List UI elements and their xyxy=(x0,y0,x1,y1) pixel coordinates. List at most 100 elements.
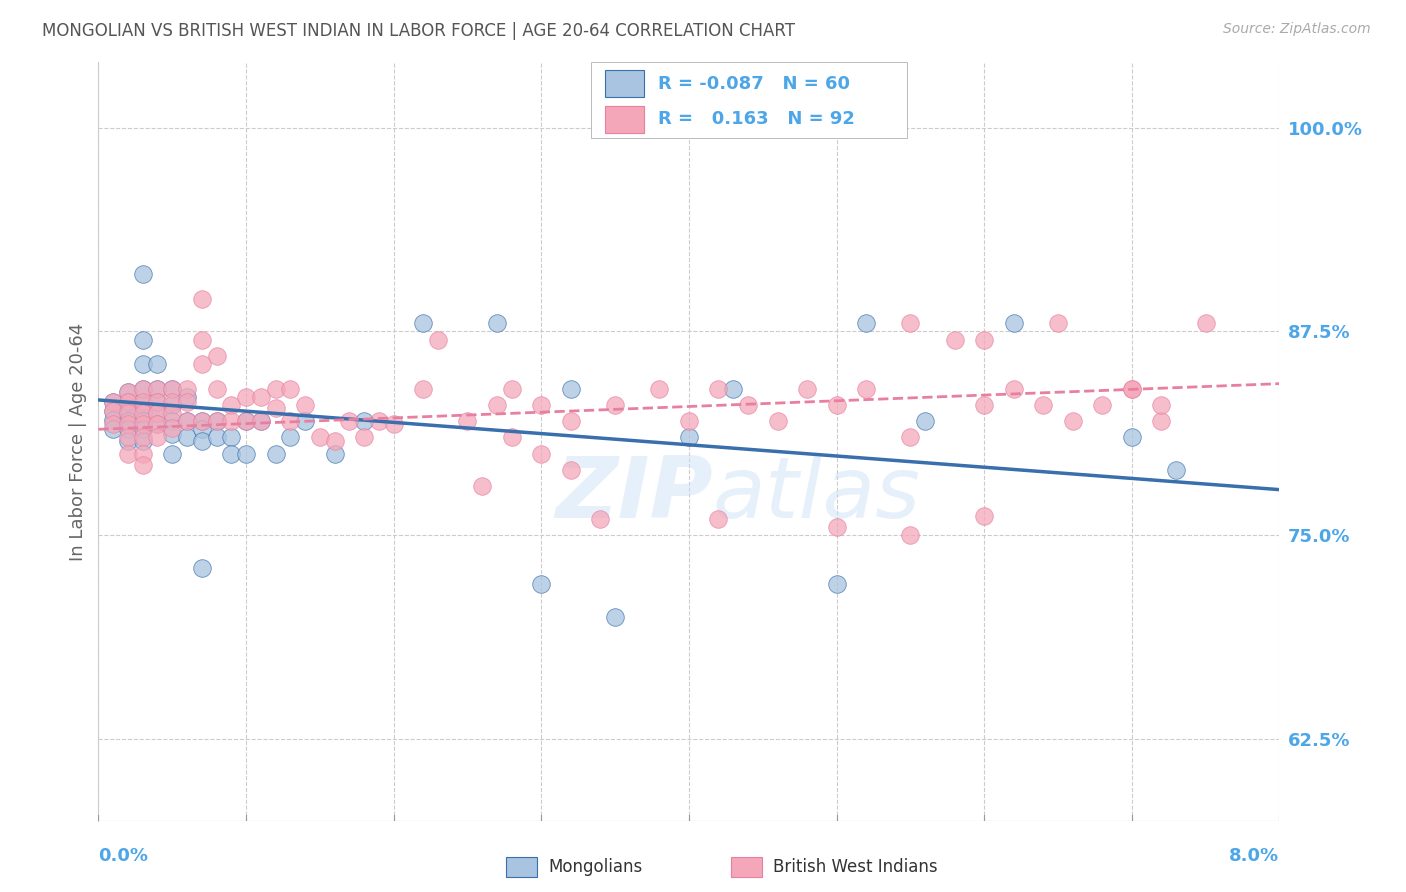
Point xyxy=(1002,316,1025,330)
Point xyxy=(162,394,183,409)
Point xyxy=(427,333,450,347)
Point xyxy=(825,398,848,412)
Point xyxy=(900,430,922,444)
Point xyxy=(191,422,214,436)
Point xyxy=(221,414,243,428)
Point xyxy=(132,430,155,444)
Point xyxy=(103,412,125,426)
Point xyxy=(235,390,257,404)
Point xyxy=(191,357,214,371)
Point xyxy=(825,520,848,534)
Point xyxy=(176,390,198,404)
Point xyxy=(205,382,228,396)
Text: ZIP: ZIP xyxy=(555,453,713,536)
Point xyxy=(132,414,155,428)
Point xyxy=(678,414,700,428)
Point xyxy=(1046,316,1070,330)
Point xyxy=(235,414,257,428)
Point xyxy=(309,430,332,444)
Point xyxy=(294,398,316,412)
Point xyxy=(146,406,169,420)
Point xyxy=(221,398,243,412)
Point xyxy=(176,414,198,428)
Point xyxy=(117,417,139,432)
Point xyxy=(132,417,155,432)
Point xyxy=(191,292,214,306)
Point xyxy=(146,430,169,444)
Point xyxy=(339,414,361,428)
Point xyxy=(205,349,228,363)
Point xyxy=(162,382,183,396)
Point xyxy=(294,414,316,428)
Point xyxy=(1166,463,1188,477)
Point xyxy=(103,394,125,409)
Point xyxy=(146,417,169,432)
Text: 0.0%: 0.0% xyxy=(98,847,149,865)
Point xyxy=(132,406,155,420)
Point xyxy=(589,512,612,526)
Point xyxy=(530,398,553,412)
Point xyxy=(471,479,494,493)
Text: MONGOLIAN VS BRITISH WEST INDIAN IN LABOR FORCE | AGE 20-64 CORRELATION CHART: MONGOLIAN VS BRITISH WEST INDIAN IN LABO… xyxy=(42,22,796,40)
Point xyxy=(368,414,391,428)
Point xyxy=(117,430,139,444)
Point xyxy=(973,333,995,347)
Point xyxy=(264,382,287,396)
Point xyxy=(205,414,228,428)
Point xyxy=(162,382,183,396)
Point xyxy=(146,394,169,409)
Point xyxy=(146,406,169,420)
Point xyxy=(605,610,627,624)
Point xyxy=(132,382,155,396)
Point xyxy=(103,394,125,409)
Point xyxy=(280,414,302,428)
Point xyxy=(1121,430,1143,444)
Point xyxy=(132,398,155,412)
Point xyxy=(973,508,995,523)
Point xyxy=(1195,316,1218,330)
Point xyxy=(323,447,346,461)
Y-axis label: In Labor Force | Age 20-64: In Labor Force | Age 20-64 xyxy=(69,322,87,561)
Point xyxy=(943,333,966,347)
Point xyxy=(250,414,273,428)
Point xyxy=(825,577,848,591)
Point xyxy=(530,447,553,461)
Point xyxy=(707,512,730,526)
Point xyxy=(250,390,273,404)
Point xyxy=(486,316,509,330)
Point xyxy=(205,430,228,444)
Point xyxy=(1150,398,1173,412)
Point xyxy=(132,458,155,473)
Point xyxy=(176,382,198,396)
Point xyxy=(1091,398,1114,412)
Point xyxy=(900,316,922,330)
Point xyxy=(221,430,243,444)
Point xyxy=(766,414,789,428)
Point xyxy=(457,414,479,428)
Point xyxy=(280,430,302,444)
Point xyxy=(162,420,183,434)
Text: Mongolians: Mongolians xyxy=(548,858,643,876)
Point xyxy=(117,447,139,461)
Point xyxy=(501,430,523,444)
Point xyxy=(855,382,877,396)
Point xyxy=(146,417,169,432)
Point xyxy=(117,414,139,428)
Point xyxy=(176,394,198,409)
Point xyxy=(191,434,214,448)
Point xyxy=(117,394,139,409)
Text: atlas: atlas xyxy=(713,453,921,536)
Point xyxy=(353,430,375,444)
Point xyxy=(191,414,214,428)
Point xyxy=(146,394,169,409)
Point xyxy=(560,463,582,477)
Text: 8.0%: 8.0% xyxy=(1229,847,1279,865)
Point xyxy=(560,382,582,396)
Point xyxy=(132,447,155,461)
Point xyxy=(221,447,243,461)
Point xyxy=(737,398,759,412)
Point xyxy=(235,447,257,461)
Point xyxy=(162,447,183,461)
Point xyxy=(855,316,877,330)
Point xyxy=(678,430,700,444)
